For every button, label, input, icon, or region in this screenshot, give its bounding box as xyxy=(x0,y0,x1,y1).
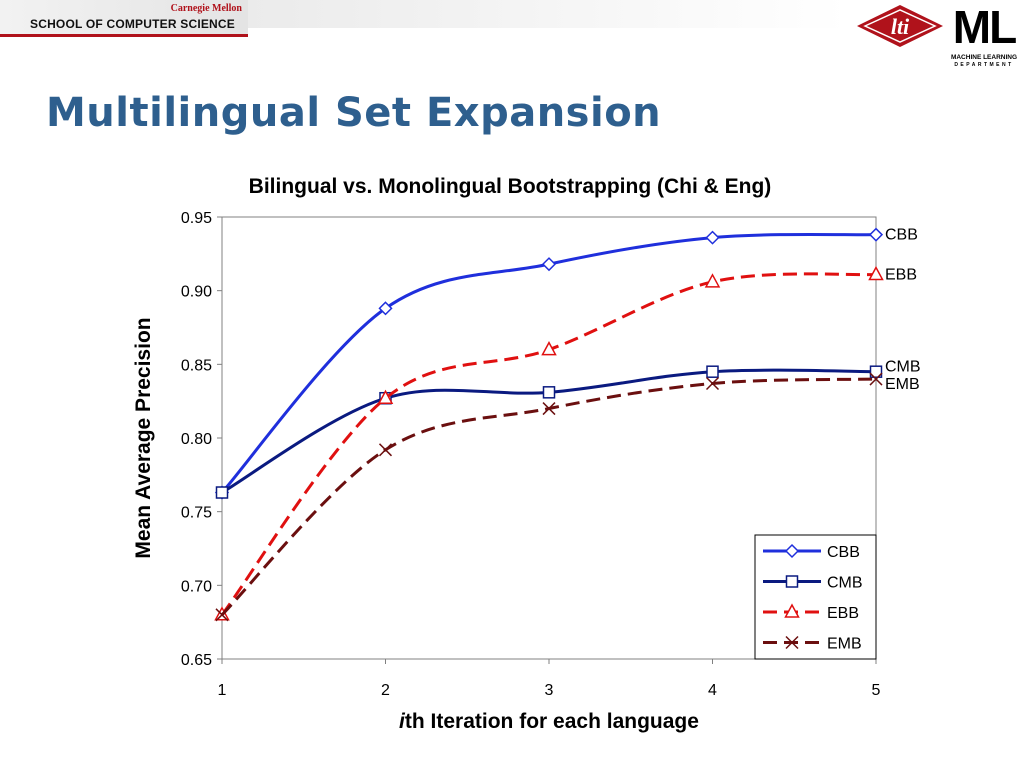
legend-item-emb: EMB xyxy=(763,636,862,653)
series-emb xyxy=(215,372,883,622)
y-tick-label: 0.65 xyxy=(181,652,212,669)
ml-logo: ML MACHINE LEARNING DEPARTMENT xyxy=(948,2,1020,72)
series-cmb xyxy=(215,365,883,499)
y-tick-label: 0.75 xyxy=(181,505,212,522)
data-point-ebb xyxy=(541,341,557,356)
end-label-cbb: CBB xyxy=(885,227,918,244)
school-name: SCHOOL OF COMPUTER SCIENCE xyxy=(30,17,235,31)
ml-logo-department: DEPARTMENT xyxy=(954,62,1014,68)
series-line-cbb xyxy=(220,232,877,494)
cmu-banner: Carnegie Mellon SCHOOL OF COMPUTER SCIEN… xyxy=(0,0,248,34)
x-tick-label: 3 xyxy=(545,682,554,699)
y-tick-label: 0.85 xyxy=(181,357,212,374)
data-point-cmb xyxy=(869,365,883,378)
x-marker-stroke xyxy=(542,402,556,416)
end-label-cmb: CMB xyxy=(885,359,921,376)
cmu-stripe xyxy=(0,34,248,37)
data-point-emb xyxy=(542,402,556,416)
x-axis-label-text: th Iteration for each language xyxy=(405,710,699,733)
legend-item-cbb: CBB xyxy=(763,543,860,561)
x-tick-label: 5 xyxy=(872,682,881,699)
x-marker-stroke xyxy=(378,443,393,457)
slide-title: Multilingual Set Expansion xyxy=(46,90,662,136)
series-ebb xyxy=(214,265,884,621)
series-cbb xyxy=(214,227,884,500)
header-background xyxy=(248,0,848,28)
data-point-ebb xyxy=(868,265,884,281)
series-line-ebb xyxy=(220,272,877,616)
y-tick-label: 0.95 xyxy=(181,210,212,227)
data-point-emb xyxy=(705,376,720,391)
series-layer xyxy=(214,227,884,622)
x-marker-stroke xyxy=(785,635,799,650)
y-tick-label: 0.80 xyxy=(181,431,212,448)
legend-label-emb: EMB xyxy=(827,636,862,653)
x-marker-stroke xyxy=(869,372,883,386)
lti-logo-inner xyxy=(863,9,937,43)
x-axis-label: ith Iteration for each language xyxy=(399,710,699,733)
data-point-cbb xyxy=(378,301,393,316)
legend-label-cmb: CMB xyxy=(827,575,863,592)
data-point-cbb xyxy=(541,257,557,272)
lti-logo-diamond xyxy=(857,5,943,47)
data-point-emb xyxy=(869,372,883,386)
lti-logo-text: lti xyxy=(891,14,910,39)
ml-logo-subtitle: MACHINE LEARNING xyxy=(950,54,1018,61)
university-name: Carnegie Mellon xyxy=(170,3,242,14)
data-point-cbb xyxy=(705,230,720,245)
end-label-emb: EMB xyxy=(885,376,920,393)
legend-label-ebb: EBB xyxy=(827,605,859,622)
legend-label-cbb: CBB xyxy=(827,544,860,561)
axes: 0.65 0.70 0.75 0.80 0.85 0.90 0.95 1 2 3 4 5 xyxy=(181,210,881,699)
end-label-ebb: EBB xyxy=(885,266,917,283)
y-tick-label: 0.70 xyxy=(181,578,212,595)
x-tick-label: 4 xyxy=(708,682,717,699)
y-axis-label: Mean Average Precision xyxy=(132,317,155,558)
legend-marker-ebb xyxy=(784,603,800,618)
legend-marker-cbb xyxy=(784,543,800,559)
lti-logo: lti xyxy=(857,5,943,47)
data-point-cmb xyxy=(215,486,229,499)
x-axis-label-italic: i xyxy=(399,710,406,733)
legend-marker-emb xyxy=(785,635,799,650)
legend-item-cmb: CMB xyxy=(763,575,863,592)
data-point-cmb xyxy=(706,365,719,378)
x-tick-label: 2 xyxy=(381,682,390,699)
data-point-emb xyxy=(378,443,393,457)
ml-logo-text: ML xyxy=(952,1,1017,53)
x-tick-label: 1 xyxy=(218,682,227,699)
data-point-ebb xyxy=(377,389,394,404)
legend-box xyxy=(754,534,877,660)
x-marker-stroke xyxy=(705,376,720,391)
chart-title: Bilingual vs. Monolingual Bootstrapping … xyxy=(249,175,772,198)
legend-item-ebb: EBB xyxy=(763,603,859,622)
data-point-ebb xyxy=(704,273,721,288)
data-point-cmb xyxy=(542,386,556,399)
series-line-emb xyxy=(220,377,877,616)
data-point-emb xyxy=(215,608,229,622)
end-labels: CBB CMB EBB EMB xyxy=(885,227,921,393)
x-marker-stroke xyxy=(215,608,229,622)
data-point-cbb xyxy=(868,227,884,242)
y-tick-label: 0.90 xyxy=(181,284,212,301)
legend-marker-cmb xyxy=(785,575,799,588)
legend: CBB CMB EBB EMB xyxy=(754,534,877,660)
